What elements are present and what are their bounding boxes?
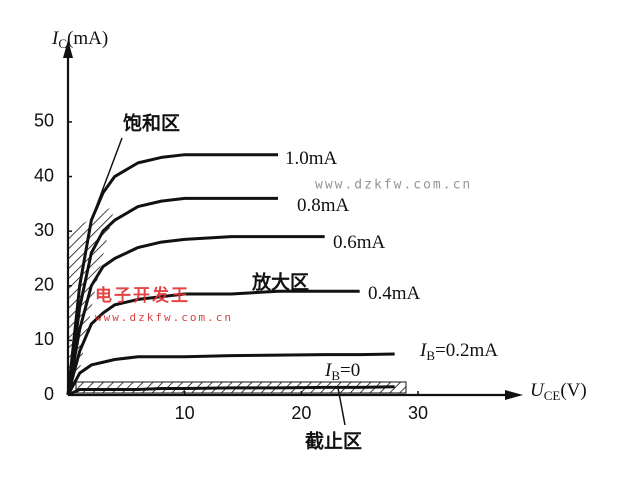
label-part: B [331,368,340,383]
series-label: 1.0mA [285,148,338,169]
series-label: IB=0 [324,360,360,383]
label-part: U [530,380,545,401]
label-part: I [51,28,60,49]
y-arrow [63,40,73,58]
annotation: 饱和区 [123,112,180,135]
y-tick-label: 0 [44,384,54,404]
label-part: (V) [560,380,586,401]
curve [66,153,278,396]
x-tick-label: 10 [175,403,195,423]
label-part: 0.8mA [297,195,350,216]
curve [66,235,325,396]
y-tick-label: 30 [34,220,54,240]
label-part: 0.6mA [333,232,386,253]
label-part: =0 [340,360,360,381]
label-part: I [324,360,333,381]
label-part: (mA) [67,28,108,49]
y-tick-label: 50 [34,111,54,131]
x-arrow [505,390,523,400]
pointer [337,387,346,426]
label-part: B [426,348,435,363]
curve [66,352,395,396]
watermark: www.dzkfw.com.cn [315,178,472,193]
curve [66,289,360,396]
x-axis-label: UCE(V) [530,380,587,403]
annotation: 截止区 [305,430,362,453]
curve [67,385,395,397]
label-part: C [58,36,67,51]
series-label: 0.6mA [333,232,386,253]
series-label: 0.8mA [297,195,350,216]
label-part: CE [544,388,561,403]
y-tick-label: 10 [34,329,54,349]
series-label: IB=0.2mA [419,340,498,363]
label-part: 1.0mA [285,148,338,169]
label-part: =0.2mA [435,340,498,361]
label-part: 0.4mA [368,283,421,304]
y-tick-label: 20 [34,275,54,295]
series-label: 0.4mA [368,283,421,304]
x-tick-label: 20 [291,403,311,423]
y-axis-label: IC(mA) [51,28,108,51]
annotation: 放大区 [251,271,309,294]
curve [66,196,278,396]
watermark: www.dzkfw.com.cn [95,311,233,324]
watermark: 电子开发王 [95,285,190,306]
x-tick-label: 30 [408,403,428,423]
label-part: I [419,340,428,361]
y-tick-label: 40 [34,165,54,185]
